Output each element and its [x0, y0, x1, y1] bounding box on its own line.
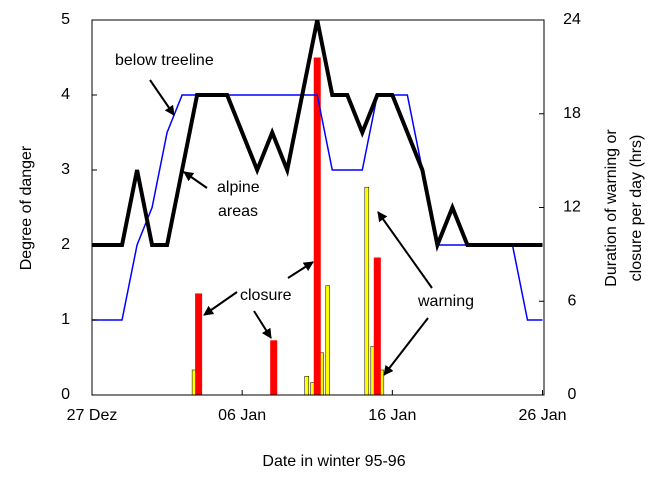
x-tick-label: 26 Jan [518, 407, 566, 424]
y2-axis-title: closure per day (hrs) [628, 135, 645, 282]
x-tick-label: 27 Dez [67, 407, 118, 424]
bar [304, 376, 309, 396]
annotations: below treeline alpine areas closure warn… [115, 52, 474, 310]
bar [325, 285, 331, 396]
x-axis-title: Date in winter 95-96 [262, 453, 405, 470]
arrow [203, 291, 238, 316]
bar [313, 57, 321, 395]
x-tick-label: 06 Jan [218, 407, 266, 424]
y-tick-label: 1 [61, 311, 70, 328]
arrow [253, 310, 272, 339]
y-tick-label: 2 [61, 236, 70, 253]
arrows [149, 79, 433, 376]
annotation: below treeline [115, 52, 214, 69]
annotation: alpine [217, 179, 260, 196]
arrow [383, 317, 429, 376]
plot [92, 19, 543, 396]
y-tick-label: 0 [61, 386, 70, 403]
x-tick-label: 16 Jan [368, 407, 416, 424]
y-tick-label: 4 [61, 86, 70, 103]
annotation: warning [417, 293, 474, 310]
bar [270, 340, 278, 395]
y2-tick-label: 24 [563, 11, 581, 28]
bar [373, 257, 381, 395]
bar [195, 293, 203, 395]
arrow [183, 171, 208, 189]
arrow [377, 211, 433, 289]
y2-tick-label: 6 [568, 292, 577, 309]
y2-tick-label: 18 [563, 105, 581, 122]
y2-axis-title: Duration of warning or [603, 129, 620, 287]
y2-tick-label: 12 [563, 199, 581, 216]
arrow [149, 79, 175, 116]
y-tick-label: 5 [61, 11, 70, 28]
y-axis-title: Degree of danger [18, 145, 35, 270]
y2-tick-label: 0 [568, 386, 577, 403]
annotation: areas [218, 203, 258, 220]
annotation: closure [240, 287, 292, 304]
y-tick-label: 3 [61, 161, 70, 178]
bar [364, 186, 370, 396]
arrow [287, 261, 314, 279]
